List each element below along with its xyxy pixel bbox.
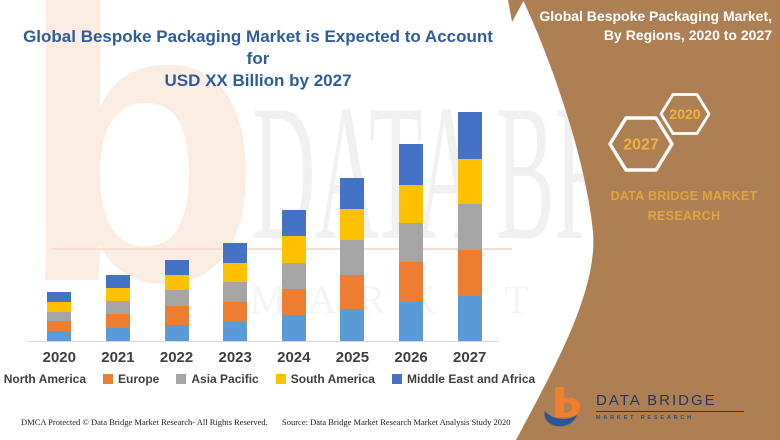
legend-label: North America	[3, 372, 87, 386]
bar-segment-2027-middle-east-and-africa	[457, 112, 482, 159]
bar-column-2025	[340, 178, 365, 341]
legend-item-north-america: North America	[0, 372, 86, 386]
x-axis-label-2026: 2026	[394, 349, 428, 366]
panel-title: Global Bespoke Packaging Market, By Regi…	[512, 7, 772, 45]
legend-item-europe: Europe	[103, 372, 159, 386]
panel-title-line2: By Regions, 2020 to 2027	[603, 27, 772, 43]
bar-segment-2025-south-america	[340, 209, 365, 240]
dbmr-logo-subtitle: MARKET RESEARCH	[596, 415, 694, 421]
bar-segment-2021-europe	[105, 314, 130, 328]
chart-legend: North America Europe Asia Pacific South Ame…	[4, 372, 535, 386]
legend-item-south-america: South America	[275, 372, 375, 386]
bar-segment-2027-europe	[457, 250, 482, 296]
legend-swatch	[275, 374, 286, 384]
panel-brand-line2: RESEARCH	[647, 209, 721, 223]
bar-segment-2025-europe	[340, 275, 365, 309]
bar-column-2021	[105, 275, 130, 341]
legend-label: South America	[290, 372, 375, 386]
bar-segment-2024-south-america	[281, 236, 306, 263]
dbmr-logo-underline	[596, 411, 744, 412]
bar-segment-2022-south-america	[164, 275, 189, 290]
bar-segment-2023-south-america	[223, 263, 248, 282]
bar-segment-2022-north-america	[164, 325, 189, 341]
bar-segment-2026-north-america	[399, 302, 424, 341]
bar-segment-2020-middle-east-and-africa	[47, 292, 72, 302]
bar-segment-2022-middle-east-and-africa	[164, 260, 189, 275]
legend-swatch	[391, 374, 402, 384]
bar-segment-2024-asia-pacific	[281, 263, 306, 289]
legend-label: Europe	[118, 372, 160, 386]
legend-item-asia-pacific: Asia Pacific	[176, 372, 259, 386]
bar-segment-2020-north-america	[47, 331, 72, 341]
bar-segment-2027-north-america	[457, 296, 482, 341]
hexagon-2027	[608, 116, 674, 172]
bar-segment-2022-asia-pacific	[164, 290, 189, 306]
bar-segment-2027-south-america	[457, 159, 482, 204]
bar-segment-2020-europe	[47, 321, 72, 331]
x-axis-labels: 2020 2021 2022 2023 2024 2025 2026 2027	[0, 349, 520, 369]
bar-column-2022	[164, 260, 189, 341]
hexagon-year-2020: 2020	[669, 106, 700, 122]
bar-segment-2026-middle-east-and-africa	[399, 144, 424, 185]
bar-segment-2023-asia-pacific	[223, 282, 248, 302]
bar-column-2020	[47, 292, 72, 341]
bar-segment-2021-south-america	[105, 288, 130, 301]
x-axis-label-2027: 2027	[453, 349, 487, 366]
bar-segment-2021-middle-east-and-africa	[105, 275, 130, 288]
bar-segment-2020-asia-pacific	[47, 312, 72, 321]
bar-segment-2026-south-america	[399, 185, 424, 223]
legend-swatch	[176, 374, 187, 384]
dbmr-logo: DATA BRIDGE MARKET RESEARCH	[542, 386, 744, 428]
x-axis-label-2025: 2025	[335, 349, 370, 366]
footer-source-text: Source: Data Bridge Market Research Mark…	[282, 417, 511, 427]
bar-segment-2021-asia-pacific	[105, 301, 130, 314]
chart-title: Global Bespoke Packaging Market is Expec…	[12, 26, 504, 92]
legend-swatch	[103, 374, 114, 384]
x-axis-label-2021: 2021	[101, 349, 135, 366]
legend-item-middle-east-and-africa: Middle East and Africa	[391, 372, 536, 386]
hexagon-year-2027: 2027	[623, 137, 659, 154]
bar-segment-2023-europe	[223, 302, 248, 322]
legend-label: Middle East and Africa	[406, 372, 536, 386]
bar-segment-2023-middle-east-and-africa	[223, 243, 248, 263]
bar-segment-2027-asia-pacific	[457, 204, 482, 250]
dbmr-logo-text: DATA BRIDGE MARKET RESEARCH	[596, 386, 744, 428]
bar-segment-2025-asia-pacific	[340, 240, 365, 275]
chart-title-line1: Global Bespoke Packaging Market is Expec…	[23, 27, 493, 68]
bar-column-2027	[457, 112, 482, 341]
bar-segment-2022-europe	[164, 306, 189, 325]
chart-title-line2: USD XX Billion by 2027	[164, 71, 352, 90]
legend-label: Asia Pacific	[191, 372, 259, 386]
bar-column-2026	[399, 144, 424, 341]
bar-segment-2025-north-america	[340, 309, 365, 341]
bar-column-2024	[281, 210, 306, 341]
bar-segment-2024-europe	[281, 289, 306, 315]
bar-segment-2026-europe	[399, 262, 424, 302]
x-axis-label-2024: 2024	[277, 349, 311, 366]
panel-brand-line1: DATA BRIDGE MARKET	[610, 189, 758, 203]
dbmr-logo-icon	[544, 387, 580, 427]
bar-segment-2021-north-america	[105, 328, 130, 341]
x-axis-label-2022: 2022	[159, 349, 194, 366]
dbmr-logo-title: DATA BRIDGE	[596, 392, 717, 409]
x-axis-label-2020: 2020	[42, 349, 76, 366]
x-axis-baseline	[28, 341, 498, 342]
bar-segment-2026-asia-pacific	[399, 223, 424, 262]
bar-segment-2024-north-america	[281, 315, 306, 341]
panel-title-line1: Global Bespoke Packaging Market,	[539, 8, 772, 24]
bar-segment-2020-south-america	[47, 302, 72, 312]
bar-segment-2025-middle-east-and-africa	[340, 178, 365, 209]
footer-dmca-text: DMCA Protected © Data Bridge Market Rese…	[21, 417, 268, 427]
bar-segment-2023-north-america	[223, 322, 248, 341]
x-axis-label-2023: 2023	[218, 349, 252, 366]
hexagon-2020	[659, 93, 711, 135]
stacked-bar-plot	[0, 106, 520, 341]
bar-column-2023	[223, 243, 248, 341]
panel-brand-text: DATA BRIDGE MARKET RESEARCH	[588, 186, 780, 226]
bar-segment-2024-middle-east-and-africa	[281, 210, 306, 236]
